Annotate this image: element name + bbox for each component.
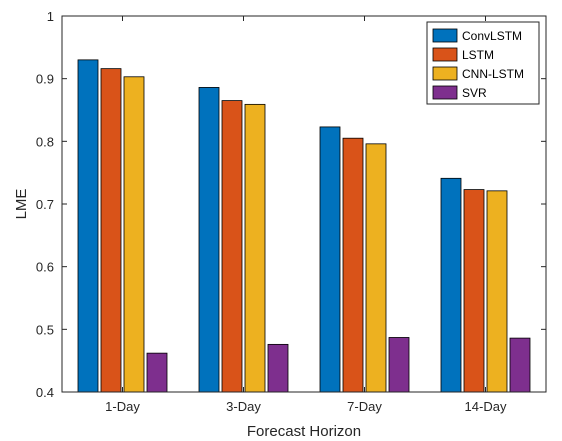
- bar-svr-14-day: [509, 337, 531, 393]
- x-axis-label: Forecast Horizon: [247, 423, 361, 440]
- bars-group: [77, 59, 531, 393]
- bar-cnn-lstm-1-day: [123, 76, 145, 393]
- bar-svr-3-day: [267, 343, 289, 393]
- legend-label-lstm: LSTM: [462, 48, 494, 62]
- bar-lstm-3-day: [221, 100, 243, 393]
- y-tick-label: 0.6: [36, 260, 54, 275]
- y-tick-label: 0.7: [36, 197, 54, 212]
- bar-convlstm-14-day: [440, 177, 462, 393]
- bar-svr-1-day: [146, 352, 168, 393]
- y-tick-label: 0.5: [36, 322, 54, 337]
- y-tick-label: 0.9: [36, 72, 54, 87]
- x-tick-label: 3-Day: [226, 399, 261, 414]
- x-tick-label: 14-Day: [465, 399, 507, 414]
- legend-swatch-cnn-lstm: [432, 66, 458, 81]
- x-tick-label: 7-Day: [347, 399, 382, 414]
- bar-cnn-lstm-3-day: [244, 103, 266, 393]
- bar-lstm-1-day: [100, 68, 122, 393]
- bar-lstm-7-day: [342, 137, 364, 393]
- bar-svr-7-day: [388, 337, 410, 393]
- legend-label-cnn-lstm: CNN-LSTM: [462, 67, 524, 81]
- legend-label-convlstm: ConvLSTM: [462, 29, 522, 43]
- bar-lstm-14-day: [463, 189, 485, 393]
- x-tick-label: 1-Day: [105, 399, 140, 414]
- legend-swatch-convlstm: [432, 28, 458, 43]
- bar-convlstm-1-day: [77, 59, 99, 393]
- bar-convlstm-7-day: [319, 126, 341, 393]
- y-tick-label: 0.4: [36, 385, 54, 400]
- y-tick-label: 0.8: [36, 134, 54, 149]
- bar-cnn-lstm-7-day: [365, 143, 387, 393]
- legend-swatch-lstm: [432, 47, 458, 62]
- legend: ConvLSTM LSTM CNN-LSTM SVR: [426, 21, 540, 105]
- y-tick-label: 1: [47, 9, 54, 24]
- legend-swatch-svr: [432, 85, 458, 100]
- y-axis-label: LME: [13, 189, 30, 220]
- x-axis-ticks: 1-Day 3-Day 7-Day 14-Day: [105, 16, 507, 414]
- bar-cnn-lstm-14-day: [486, 190, 508, 393]
- legend-label-svr: SVR: [462, 86, 487, 100]
- plot-frame: [61, 15, 547, 393]
- bar-convlstm-3-day: [198, 87, 220, 393]
